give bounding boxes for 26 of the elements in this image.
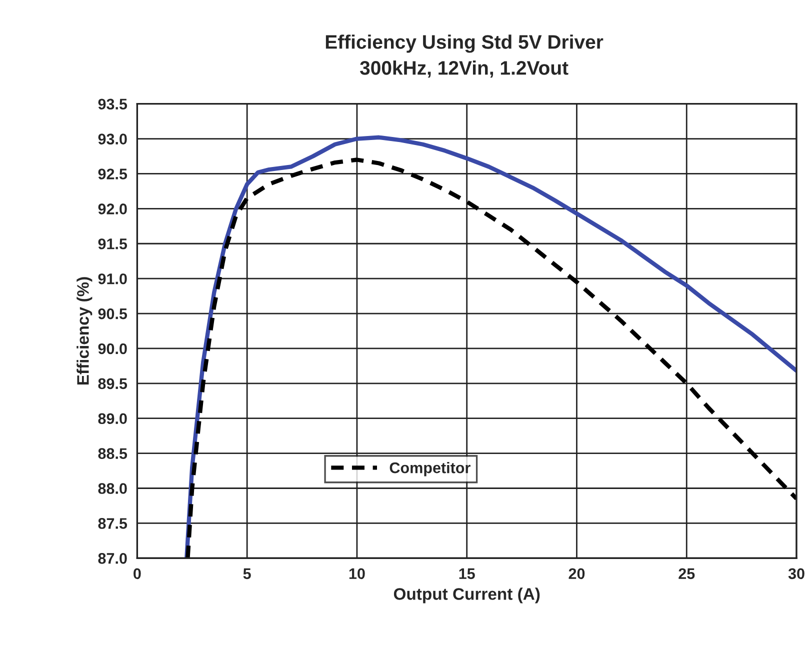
chart-title: Efficiency Using Std 5V Driver bbox=[326, 34, 604, 53]
y-tick-label: 89.5 bbox=[98, 378, 128, 390]
chart-subtitle: 300kHz, 12Vin, 1.2Vout bbox=[360, 60, 568, 78]
y-tick-label: 88.0 bbox=[98, 483, 127, 494]
y-tick-label: 93.5 bbox=[98, 98, 128, 110]
y-tick-label: 89.0 bbox=[98, 413, 127, 424]
y-axis-title: Efficiency (%) bbox=[76, 277, 92, 385]
legend-label: Competitor bbox=[390, 462, 470, 476]
x-tick-label: 0 bbox=[134, 568, 141, 580]
y-tick-label: 87.5 bbox=[98, 518, 128, 529]
y-tick-label: 92.0 bbox=[98, 204, 127, 214]
x-tick-label: 20 bbox=[568, 568, 585, 580]
x-tick-label: 30 bbox=[788, 568, 804, 580]
x-tick-label: 25 bbox=[678, 568, 695, 580]
y-tick-label: 91.0 bbox=[98, 273, 127, 284]
x-tick-label: 15 bbox=[459, 568, 475, 580]
y-tick-label: 90.5 bbox=[98, 308, 128, 320]
x-tick-label: 10 bbox=[349, 568, 365, 580]
y-tick-label: 87.0 bbox=[98, 553, 127, 564]
x-axis-title: Output Current (A) bbox=[394, 588, 540, 604]
x-tick-label: 5 bbox=[243, 568, 251, 580]
y-tick-label: 90.0 bbox=[98, 343, 127, 354]
y-tick-label: 92.5 bbox=[98, 168, 128, 180]
y-tick-label: 88.5 bbox=[98, 448, 128, 459]
y-tick-label: 91.5 bbox=[98, 238, 128, 250]
y-tick-label: 93.0 bbox=[98, 134, 127, 144]
